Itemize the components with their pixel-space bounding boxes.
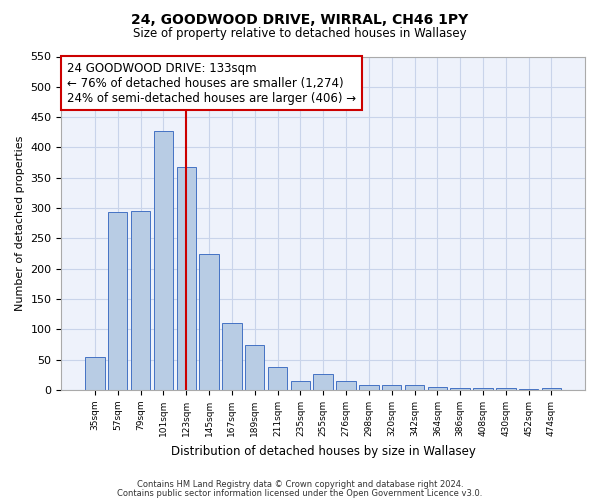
Text: Contains HM Land Registry data © Crown copyright and database right 2024.: Contains HM Land Registry data © Crown c…	[137, 480, 463, 489]
Bar	[519, 389, 538, 390]
Bar	[337, 381, 356, 390]
Bar	[176, 167, 196, 390]
Bar	[290, 381, 310, 390]
X-axis label: Distribution of detached houses by size in Wallasey: Distribution of detached houses by size …	[171, 444, 476, 458]
Bar	[451, 388, 470, 390]
Bar	[473, 388, 493, 390]
Bar	[108, 212, 127, 390]
Text: Size of property relative to detached houses in Wallasey: Size of property relative to detached ho…	[133, 28, 467, 40]
Bar	[222, 324, 242, 390]
Bar	[496, 388, 515, 390]
Y-axis label: Number of detached properties: Number of detached properties	[15, 136, 25, 311]
Text: 24, GOODWOOD DRIVE, WIRRAL, CH46 1PY: 24, GOODWOOD DRIVE, WIRRAL, CH46 1PY	[131, 12, 469, 26]
Bar	[313, 374, 333, 390]
Text: 24 GOODWOOD DRIVE: 133sqm
← 76% of detached houses are smaller (1,274)
24% of se: 24 GOODWOOD DRIVE: 133sqm ← 76% of detac…	[67, 62, 356, 104]
Bar	[199, 254, 219, 390]
Bar	[154, 131, 173, 390]
Bar	[131, 211, 150, 390]
Bar	[428, 387, 447, 390]
Bar	[405, 385, 424, 390]
Bar	[268, 367, 287, 390]
Bar	[382, 384, 401, 390]
Bar	[359, 385, 379, 390]
Bar	[542, 388, 561, 390]
Text: Contains public sector information licensed under the Open Government Licence v3: Contains public sector information licen…	[118, 489, 482, 498]
Bar	[85, 356, 104, 390]
Bar	[245, 344, 265, 390]
